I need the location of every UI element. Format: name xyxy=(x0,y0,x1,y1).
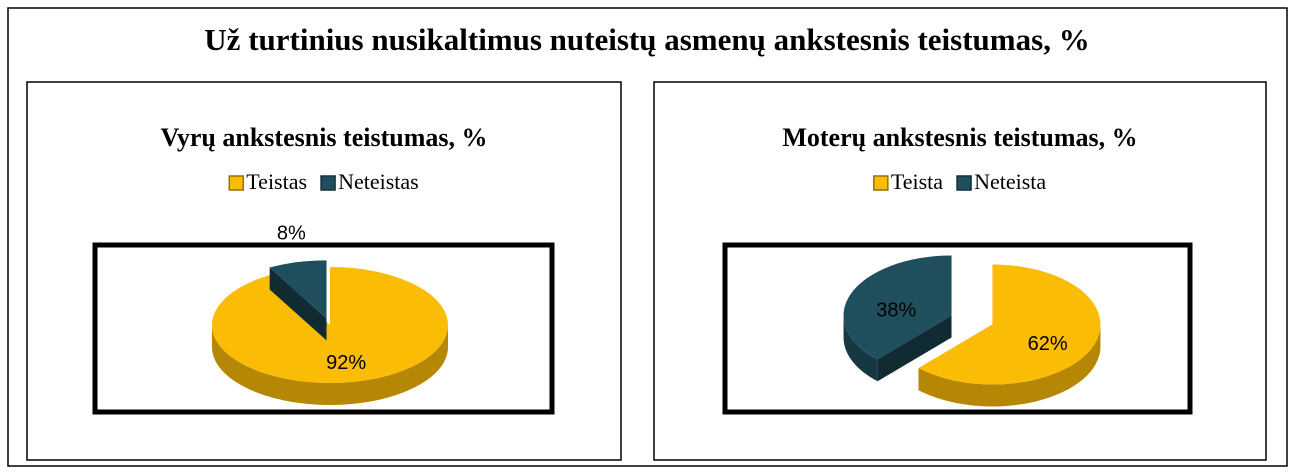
data-label: 62% xyxy=(1028,333,1068,355)
pie-slice xyxy=(269,260,327,341)
legend-swatch xyxy=(956,175,972,191)
data-label: 92% xyxy=(326,352,366,374)
legend-label: Teistas xyxy=(246,169,307,194)
slice-side xyxy=(918,324,1101,407)
chart-title: Vyrų ankstesnis teistumas, % xyxy=(161,123,488,152)
legend-label: Teista xyxy=(891,169,943,194)
legend-label: Neteistas xyxy=(338,169,419,194)
slice-side xyxy=(843,315,878,382)
pie-slice xyxy=(212,267,449,405)
pie-slice xyxy=(843,255,952,382)
data-label: 8% xyxy=(277,222,306,244)
slice-top xyxy=(212,267,449,383)
main-title: Už turtinius nusikaltimus nuteistų asmen… xyxy=(204,22,1089,57)
plot-area xyxy=(92,242,555,415)
slice-top xyxy=(918,264,1101,385)
slice-cut xyxy=(269,267,327,341)
slice-top xyxy=(269,260,327,319)
slice-side xyxy=(212,325,448,405)
pie-slice xyxy=(918,264,1101,407)
legend: Teista Neteista xyxy=(873,169,1046,194)
slice-top xyxy=(843,255,952,360)
slice-cut xyxy=(877,315,952,382)
data-label: 38% xyxy=(876,300,916,322)
legend-swatch xyxy=(873,175,889,191)
plot-area xyxy=(722,242,1193,415)
legend-label: Neteista xyxy=(974,169,1046,194)
legend: Teistas Neteistas xyxy=(228,169,419,194)
chart-title: Moterų ankstesnis teistumas, % xyxy=(782,123,1137,152)
legend-swatch xyxy=(228,175,245,191)
legend-swatch xyxy=(320,175,336,191)
